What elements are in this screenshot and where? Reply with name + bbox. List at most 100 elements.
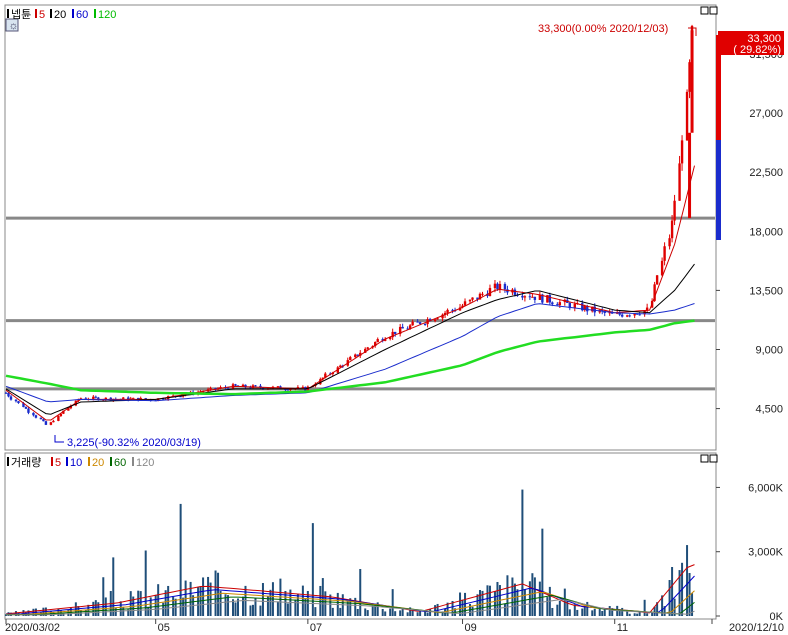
candle-body — [531, 296, 534, 298]
volume-bar — [603, 609, 606, 616]
volume-bar — [651, 612, 654, 616]
volume-bar — [261, 583, 264, 616]
volume-bar — [127, 609, 130, 616]
volume-bar — [331, 607, 334, 616]
candle-body — [673, 200, 676, 221]
volume-bar — [399, 610, 402, 616]
volume-bar — [558, 600, 561, 616]
candle-body — [573, 303, 576, 309]
candle-body — [7, 392, 10, 397]
candle-body — [214, 387, 217, 390]
legend-item: 5 — [55, 457, 61, 469]
legend-item: 넵튠 — [11, 8, 31, 21]
candle-body — [67, 408, 70, 411]
candle-body — [14, 399, 18, 402]
legend-item: 20 — [92, 457, 104, 469]
candle-body — [528, 296, 532, 298]
legend-marker — [72, 9, 74, 18]
candle-body — [9, 396, 13, 400]
candle-body — [498, 283, 502, 290]
candle-body — [276, 386, 280, 388]
volume-bar — [94, 600, 97, 616]
legend-marker — [7, 457, 9, 466]
volume-bar — [234, 602, 237, 616]
legend-marker — [7, 9, 9, 18]
candle-body — [620, 314, 624, 317]
volume-bar — [653, 606, 656, 616]
volume-bar — [528, 581, 531, 616]
volume-bar — [366, 610, 369, 616]
candle-body — [401, 326, 404, 329]
candle-body — [433, 319, 437, 322]
volume-bar — [633, 613, 636, 616]
candle-body — [34, 415, 38, 418]
volume-bar — [319, 585, 322, 616]
candle-body — [608, 312, 611, 314]
close-icon[interactable] — [709, 6, 718, 15]
volume-bar — [266, 596, 269, 616]
candle-body — [27, 408, 30, 413]
candle-body — [678, 163, 681, 201]
volume-bar — [137, 590, 140, 616]
candle-body — [586, 306, 589, 312]
candle-body — [249, 387, 252, 389]
legend-item: 60 — [76, 9, 88, 21]
candle-body — [24, 407, 28, 409]
settings-icon[interactable] — [5, 18, 19, 32]
volume-bar — [296, 593, 299, 616]
volume-bar — [688, 573, 691, 616]
volume-bar — [513, 583, 516, 616]
legend-item: 60 — [114, 457, 126, 469]
candle-body — [284, 389, 287, 391]
volume-bar — [356, 609, 359, 616]
min-label: 3,225(-90.32% 2020/03/19) — [67, 437, 201, 449]
candle-body — [581, 303, 584, 311]
volume-bar — [503, 603, 506, 616]
minimize-icon[interactable] — [700, 6, 709, 15]
volume-bar — [441, 611, 444, 616]
volume-bar — [583, 605, 586, 616]
candle-body — [17, 401, 20, 404]
volume-bar — [663, 606, 666, 616]
last-price-badge: 33,300 ( 29.82%) — [718, 31, 784, 56]
legend-marker — [94, 9, 96, 18]
candle-body — [688, 132, 692, 219]
legend-marker — [51, 457, 53, 466]
candle-body — [418, 322, 422, 324]
candle-body — [244, 384, 247, 388]
volume-bar — [621, 607, 624, 616]
candle-body — [625, 315, 629, 317]
candle-body — [32, 412, 35, 416]
price-panel-controls[interactable] — [700, 6, 718, 15]
volume-bar — [276, 601, 279, 616]
candle-body — [132, 397, 135, 399]
volume-moving-averages — [5, 564, 695, 616]
volume-bar — [321, 578, 324, 616]
volume-panel-controls[interactable] — [700, 454, 718, 463]
candle-body — [503, 283, 507, 290]
candle-body — [261, 387, 265, 390]
minimize-icon[interactable] — [700, 454, 709, 463]
last-change: ( 29.82%) — [733, 44, 781, 56]
volume-bar — [671, 567, 674, 616]
y-tick-label: 18,000 — [749, 226, 783, 238]
volume-bar — [608, 606, 611, 616]
legend-item: 10 — [70, 457, 82, 469]
legend-item: 거래량 — [11, 456, 41, 469]
candle-body — [349, 357, 352, 361]
candle-body — [568, 302, 572, 309]
max-arrow — [688, 27, 697, 36]
legend-item: 120 — [98, 9, 116, 21]
candle-body — [680, 140, 684, 164]
close-icon[interactable] — [709, 454, 718, 463]
candle-body — [645, 307, 649, 311]
candle-body — [161, 398, 165, 400]
volume-bar — [346, 601, 349, 616]
y-tick-label: 0K — [770, 611, 784, 623]
right-price-bar-up — [716, 35, 721, 140]
volume-bar — [284, 590, 287, 616]
volume-bar — [419, 611, 422, 616]
candle-body — [301, 386, 305, 388]
candle-body — [79, 398, 83, 400]
candle-body — [443, 312, 447, 315]
